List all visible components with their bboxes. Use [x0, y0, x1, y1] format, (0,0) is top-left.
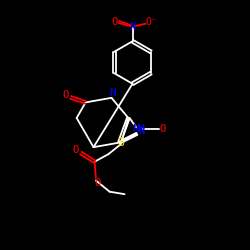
- Text: N: N: [109, 88, 116, 98]
- Text: O: O: [111, 17, 117, 27]
- Text: O: O: [72, 146, 78, 156]
- Text: S: S: [117, 136, 124, 149]
- Text: N: N: [139, 126, 145, 136]
- Text: N: N: [130, 22, 136, 32]
- Text: O: O: [94, 178, 100, 188]
- Text: O⁻: O⁻: [145, 18, 157, 28]
- Text: NH: NH: [132, 124, 145, 134]
- Text: O: O: [62, 90, 69, 100]
- Text: O: O: [160, 124, 166, 134]
